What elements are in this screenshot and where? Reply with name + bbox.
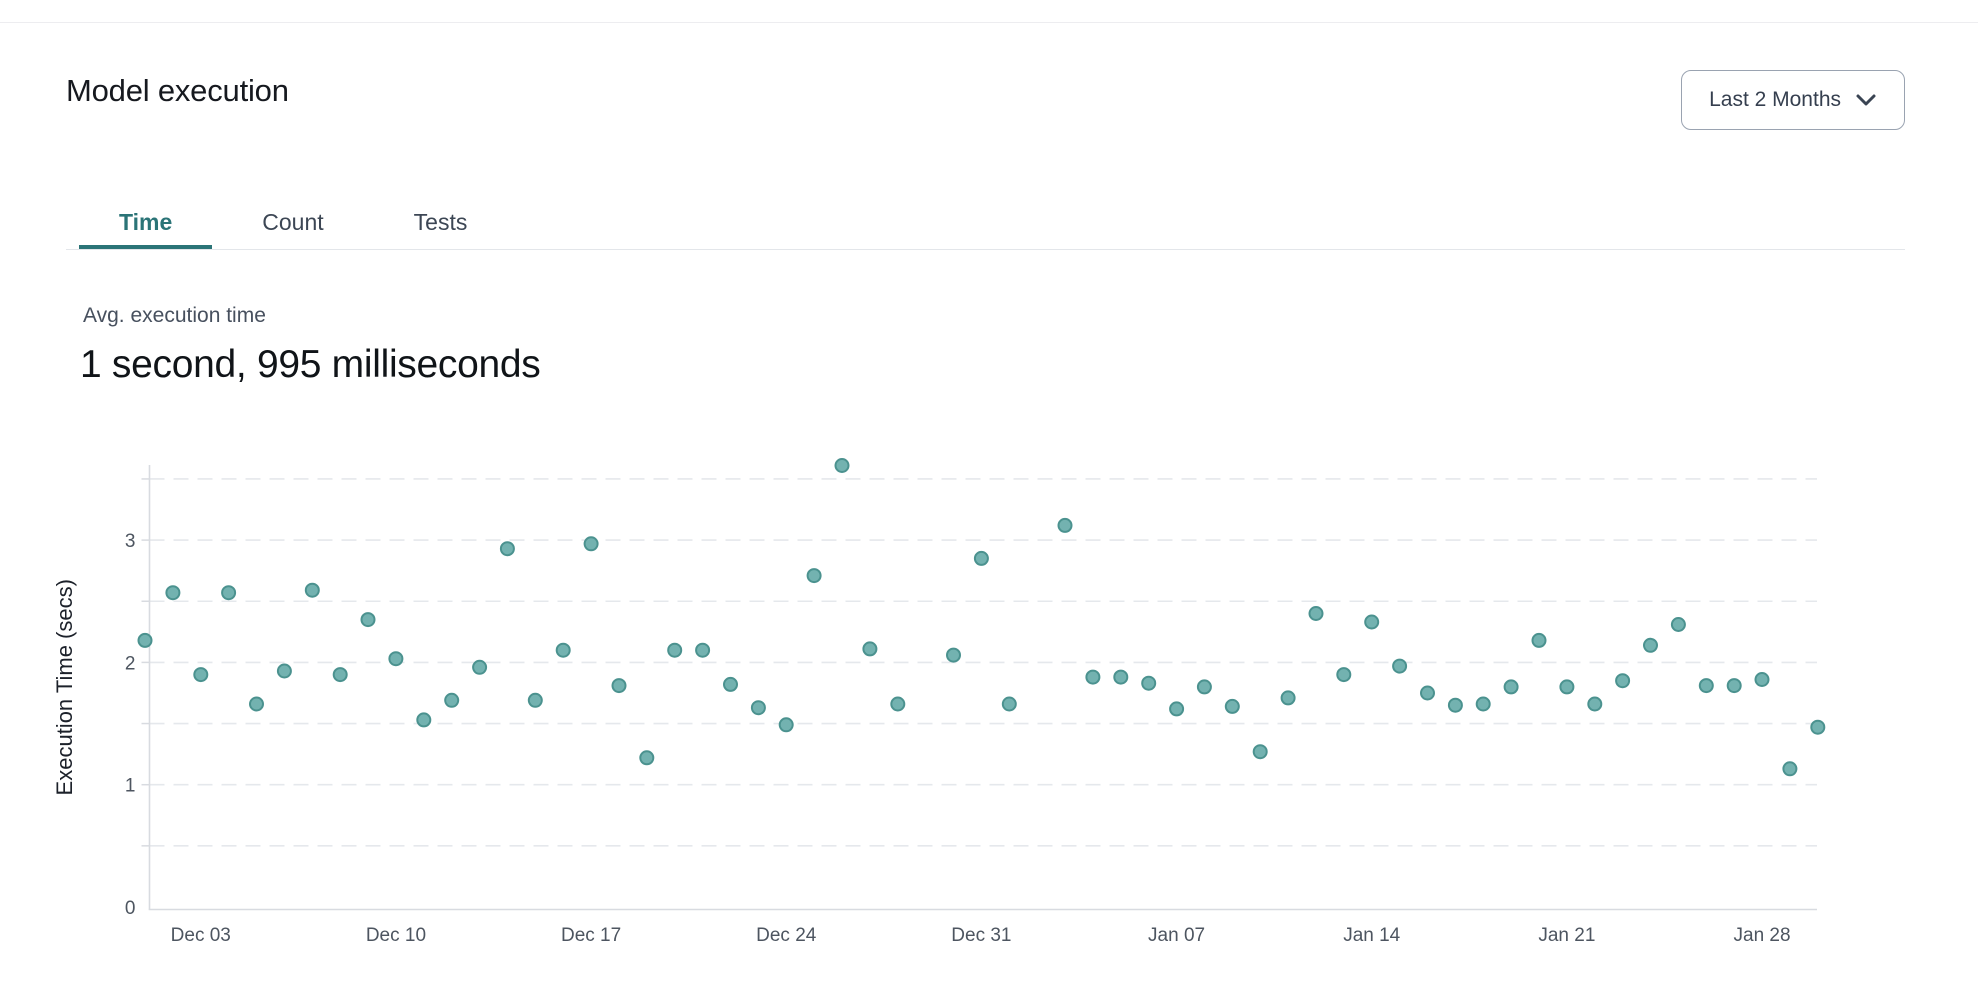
data-point xyxy=(249,696,264,712)
data-point xyxy=(221,585,237,601)
data-point xyxy=(137,632,153,648)
data-point xyxy=(1615,673,1631,689)
data-point xyxy=(304,582,320,598)
data-point xyxy=(1113,669,1129,685)
data-point xyxy=(611,678,627,694)
data-point xyxy=(639,750,655,766)
data-point xyxy=(1392,658,1408,674)
x-tick-label: Jan 28 xyxy=(1734,925,1791,946)
data-point xyxy=(695,642,711,658)
stat-value: 1 second, 995 milliseconds xyxy=(80,343,541,386)
data-point xyxy=(862,641,878,657)
data-point xyxy=(416,712,432,728)
data-point xyxy=(276,663,292,679)
data-point xyxy=(388,651,404,667)
tab-time[interactable]: Time xyxy=(79,195,213,249)
data-point xyxy=(1531,632,1547,648)
page-title: Model execution xyxy=(66,73,289,108)
data-point xyxy=(193,667,209,683)
data-point xyxy=(583,536,599,552)
data-point xyxy=(444,692,460,708)
x-tick-label: Dec 10 xyxy=(366,925,426,946)
data-point xyxy=(1001,696,1017,712)
data-point xyxy=(1196,679,1212,695)
tab-count[interactable]: Count xyxy=(262,209,324,235)
data-point xyxy=(499,541,515,557)
data-point xyxy=(472,659,488,675)
data-point xyxy=(1475,696,1491,712)
y-tick-label: 1 xyxy=(125,776,136,797)
stat-label: Avg. execution time xyxy=(83,304,266,327)
data-point xyxy=(890,696,906,712)
date-range-dropdown[interactable]: Last 2 Months xyxy=(1681,70,1905,130)
data-point xyxy=(1308,606,1324,621)
data-point xyxy=(1336,667,1352,683)
data-point xyxy=(1280,690,1296,706)
data-point xyxy=(1364,614,1380,630)
data-point xyxy=(360,612,376,628)
x-tick-label: Dec 03 xyxy=(171,925,231,946)
y-tick-label: 2 xyxy=(125,653,136,674)
data-point xyxy=(1224,698,1240,714)
data-point xyxy=(1141,675,1157,691)
data-point xyxy=(1754,672,1770,687)
data-point xyxy=(1057,517,1073,533)
y-tick-label: 3 xyxy=(125,531,136,552)
data-point xyxy=(1643,637,1658,653)
data-point xyxy=(973,550,989,566)
data-point xyxy=(1085,669,1101,685)
data-point xyxy=(723,676,738,692)
x-tick-label: Jan 07 xyxy=(1148,925,1205,946)
data-point xyxy=(1587,696,1603,712)
top-divider xyxy=(0,22,1978,23)
tab-bar: Time Count Tests xyxy=(66,195,1905,250)
data-point xyxy=(1447,697,1463,713)
data-point xyxy=(555,642,571,658)
data-point xyxy=(1503,679,1519,695)
data-point xyxy=(1169,701,1185,717)
data-point xyxy=(1698,678,1714,694)
x-tick-label: Dec 24 xyxy=(756,925,817,946)
data-point xyxy=(778,717,794,733)
data-point xyxy=(1559,679,1575,695)
x-tick-label: Jan 14 xyxy=(1343,925,1400,946)
x-tick-label: Dec 17 xyxy=(561,925,621,946)
data-point xyxy=(946,647,961,663)
data-point xyxy=(527,692,543,708)
y-tick-label: 0 xyxy=(125,898,136,919)
data-point xyxy=(1782,761,1798,777)
data-point xyxy=(1726,678,1742,694)
tab-tests[interactable]: Tests xyxy=(413,209,468,235)
data-point xyxy=(750,700,766,716)
data-point xyxy=(667,642,683,658)
chevron-down-icon xyxy=(1855,93,1877,107)
y-axis-title: Execution Time (secs) xyxy=(52,579,77,795)
data-point xyxy=(1670,617,1686,632)
data-point xyxy=(165,585,181,601)
data-point xyxy=(1810,719,1826,735)
x-tick-label: Jan 21 xyxy=(1538,925,1595,946)
data-point xyxy=(1420,685,1435,701)
data-point xyxy=(332,667,348,683)
data-point xyxy=(806,568,822,584)
x-tick-label: Dec 31 xyxy=(951,925,1011,946)
data-point xyxy=(1252,744,1268,760)
data-point xyxy=(834,458,850,473)
date-range-label: Last 2 Months xyxy=(1709,88,1841,111)
